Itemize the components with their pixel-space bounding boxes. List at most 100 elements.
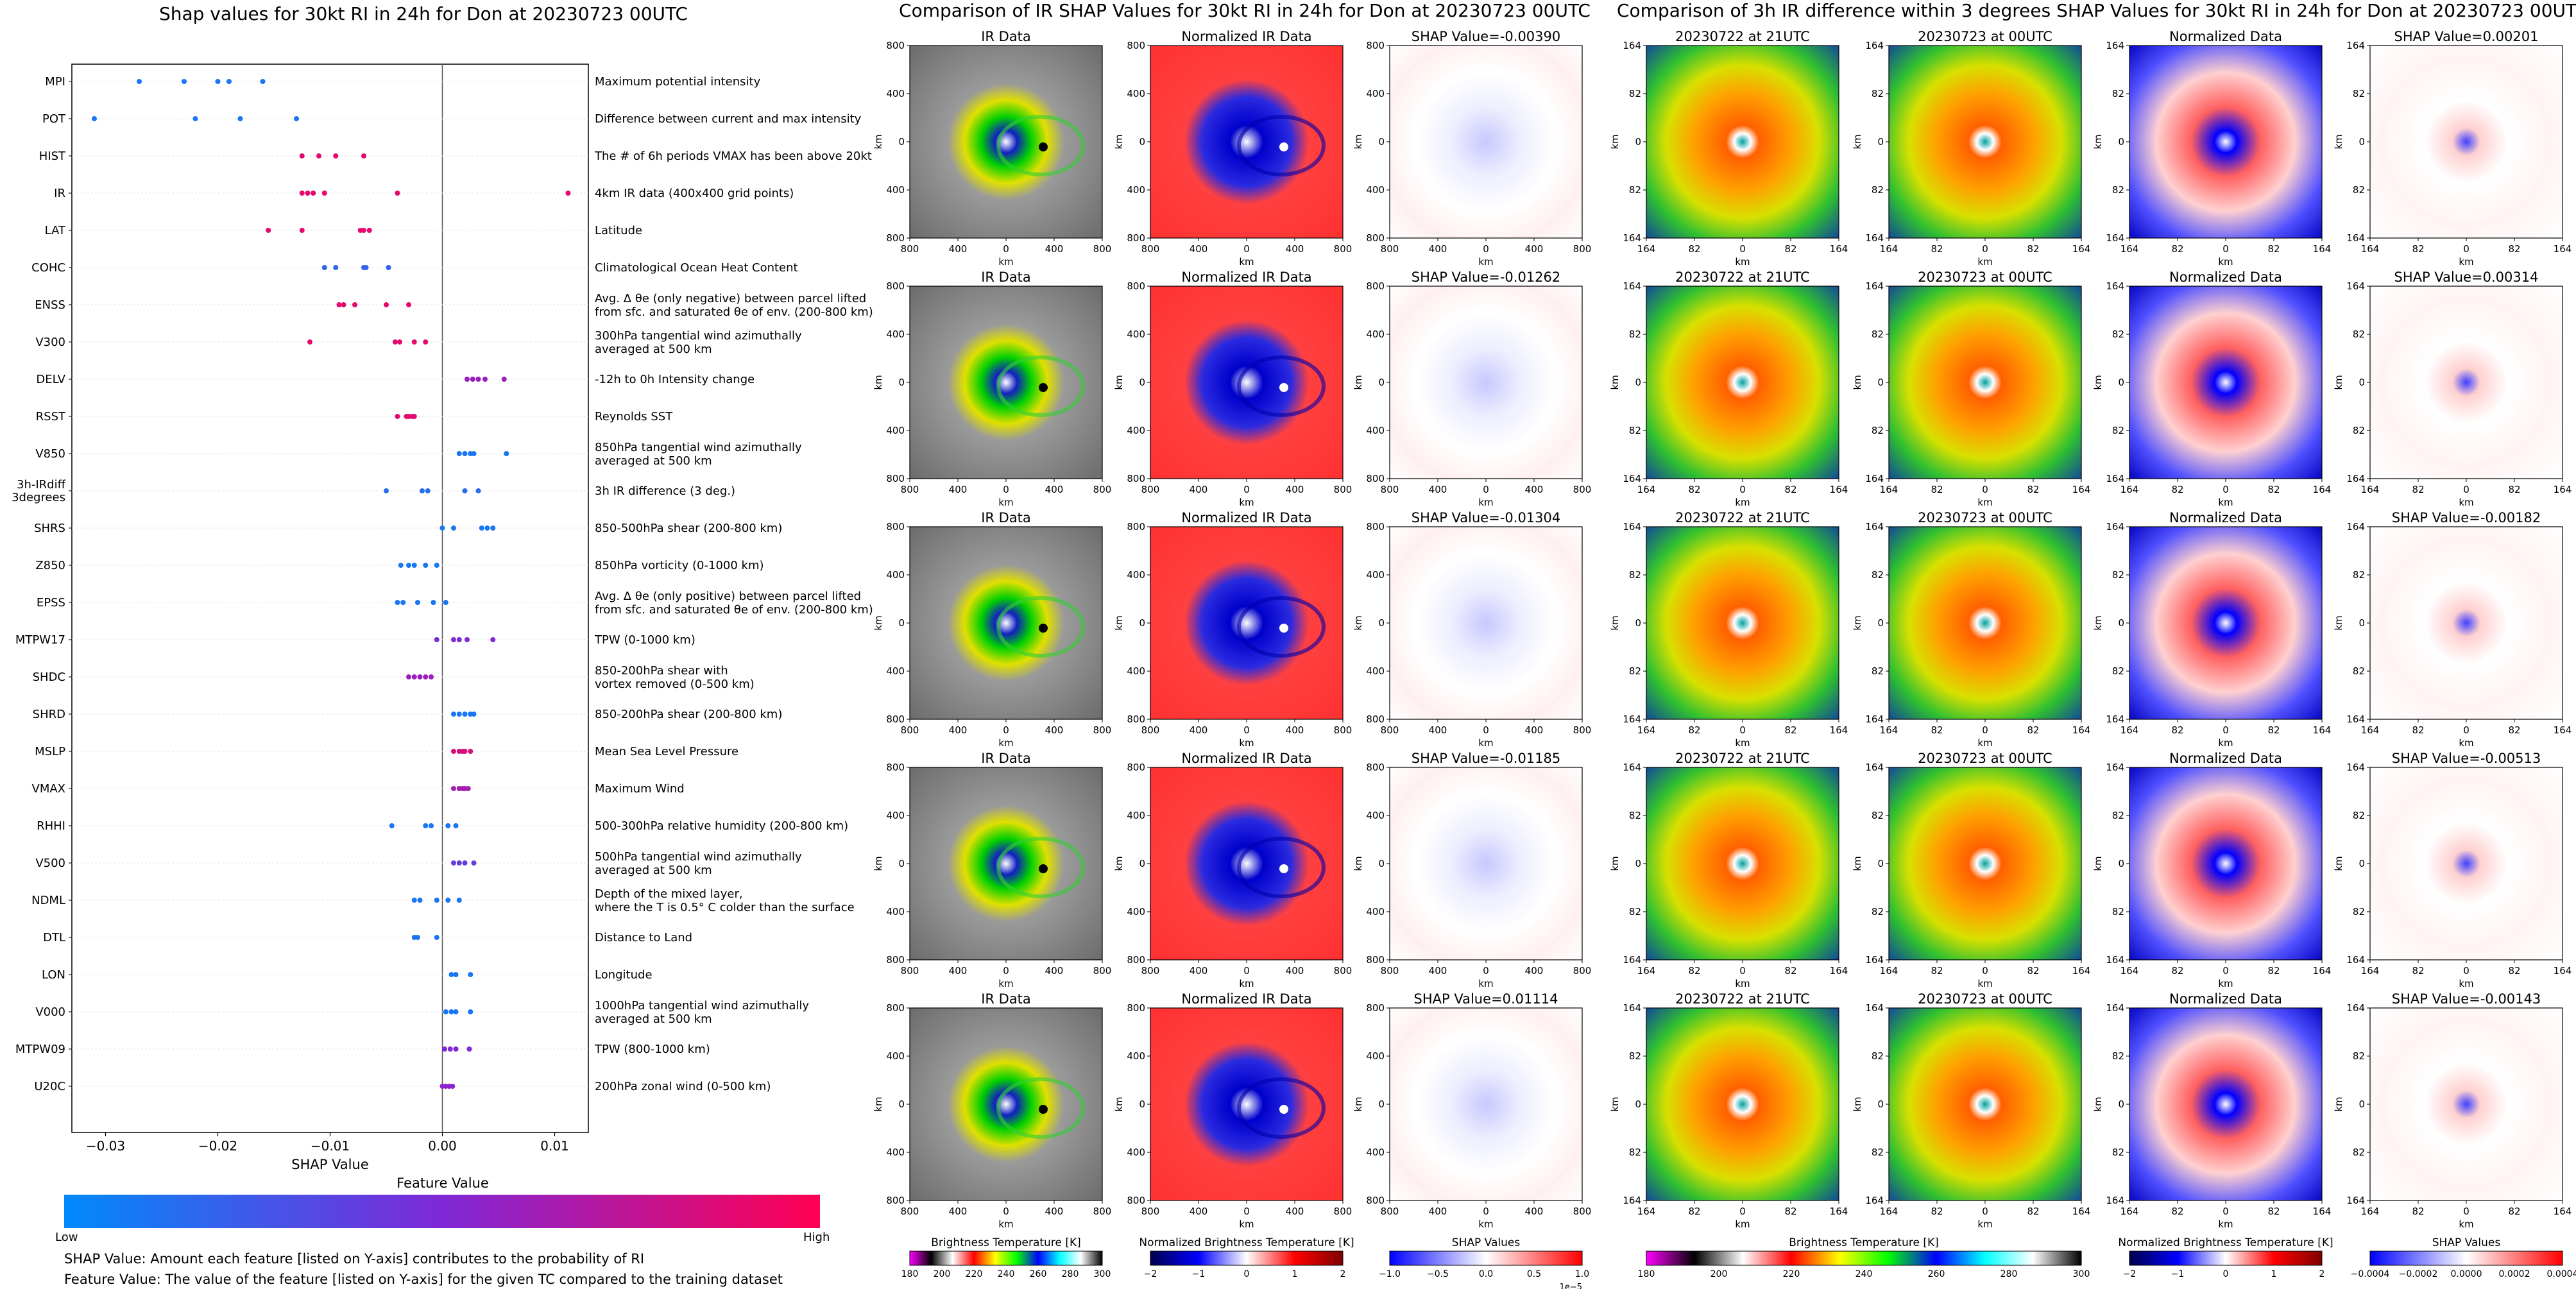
y-tick-label: 164	[2106, 1002, 2124, 1014]
y-tick-label: 800	[886, 521, 905, 533]
x-tick-label: 82	[2508, 1206, 2520, 1217]
x-tick-label: 400	[949, 724, 968, 736]
panel-image-ir	[909, 767, 1103, 960]
shap-point	[453, 1009, 459, 1014]
y-axis-label: km	[1352, 375, 1364, 389]
panel-title: 20230722 at 21UTC	[1675, 269, 1810, 285]
y-tick-label: 82	[2112, 1050, 2124, 1062]
y-tick-label: 82	[1872, 665, 1884, 677]
x-tick-label: 0	[2463, 243, 2469, 255]
x-tick-label: 164	[1830, 724, 1848, 736]
colorbar-right-bt	[1646, 1251, 2082, 1266]
x-axis-label: km	[1735, 978, 1750, 989]
colorbar-label: SHAP Values	[1452, 1236, 1521, 1249]
x-tick-label: 164	[2072, 1206, 2091, 1217]
y-tick-label: 800	[1366, 40, 1385, 51]
feature-description-label: Maximum potential intensity	[595, 75, 761, 89]
y-axis-label: km	[1609, 856, 1621, 871]
feature-description-label: Latitude	[595, 224, 642, 237]
y-tick-label: 0	[1139, 858, 1145, 869]
y-tick-label: 82	[1629, 569, 1641, 581]
y-tick-label: 800	[1127, 1002, 1145, 1014]
feature-description-label: Avg. Δ θe (only negative) between parcel…	[595, 292, 873, 319]
panel-image-zoom-shap	[2369, 526, 2563, 720]
y-tick-label: 0	[2358, 1098, 2365, 1110]
y-tick-label: 164	[2106, 473, 2124, 484]
panel-title: SHAP Value=-0.01262	[1412, 269, 1561, 285]
storm-eye	[1279, 864, 1288, 873]
shap-point	[448, 972, 454, 977]
panel-image-shap	[1389, 45, 1583, 239]
y-tick-label: 400	[1127, 1050, 1145, 1062]
x-tick-label: 400	[1525, 1206, 1544, 1217]
shap-point	[465, 637, 470, 642]
y-tick-label: 164	[1623, 521, 1641, 533]
y-tick-label: 0	[898, 617, 905, 629]
y-tick-label: 82	[2353, 1050, 2365, 1062]
y-tick-label: 400	[1366, 906, 1385, 918]
shap-point	[451, 712, 456, 717]
shap-point	[479, 525, 484, 531]
x-axis-label: km	[2459, 737, 2473, 749]
y-tick-label: 800	[886, 1002, 905, 1014]
panel-image-zoom-prev	[1646, 1007, 1839, 1201]
x-tick-label: 82	[2508, 243, 2520, 255]
feature-description-label: 500-300hPa relative humidity (200-800 km…	[595, 819, 848, 833]
x-tick-label: 164	[1880, 1206, 1898, 1217]
y-tick-label: 400	[1366, 88, 1385, 99]
shap-point	[482, 377, 488, 382]
y-tick-label: 0	[1635, 617, 1641, 629]
y-tick-label: 800	[1127, 1195, 1145, 1206]
y-tick-label: 82	[2112, 88, 2124, 99]
y-tick-label: 164	[1865, 713, 1884, 725]
x-axis-label: km	[2218, 256, 2233, 268]
y-axis-label: km	[1609, 375, 1621, 389]
feature-name-label: VMAX	[32, 782, 66, 796]
feature-description-label: 850-200hPa shear with vortex removed (0-5…	[595, 664, 755, 691]
shap-point	[192, 116, 198, 121]
y-tick-label: 164	[2106, 713, 2124, 725]
shap-point	[471, 860, 477, 866]
x-tick-label: 400	[1190, 484, 1208, 495]
colorbar-tick-label: −2	[2123, 1269, 2137, 1279]
shap-point	[434, 898, 439, 903]
panel-image-zoom-shap	[2369, 1007, 2563, 1201]
x-tick-label: 164	[2361, 243, 2380, 255]
x-tick-label: 82	[2027, 965, 2039, 977]
shap-point	[417, 898, 423, 903]
x-tick-label: 0	[1003, 1206, 1009, 1217]
x-tick-label: 800	[1141, 484, 1160, 495]
y-tick-label: 82	[1629, 665, 1641, 677]
shap-point	[420, 488, 425, 493]
panel-image-norm	[1150, 286, 1343, 479]
colorbar-high-label: High	[803, 1231, 830, 1244]
colorbar-label: Brightness Temperature [K]	[931, 1236, 1080, 1249]
x-axis-label: km	[998, 1218, 1013, 1230]
x-tick-label: 0.00	[428, 1138, 457, 1154]
shap-point	[341, 302, 346, 307]
panel-title: 20230723 at 00UTC	[1918, 510, 2052, 525]
feature-name-label: POT	[42, 112, 66, 126]
panel-title: Normalized Data	[2169, 269, 2282, 285]
colorbar-tick-label: −1	[2171, 1269, 2185, 1279]
panel-title: Normalized IR Data	[1181, 269, 1311, 285]
colorbar-tick-label: 0.0000	[2451, 1269, 2482, 1279]
panel-image-zoom-prev	[1646, 767, 1839, 960]
x-tick-label: 164	[1637, 1206, 1656, 1217]
x-axis-label: km	[1239, 1218, 1254, 1230]
y-tick-label: 164	[1623, 473, 1641, 484]
feature-name-label: SHDC	[33, 670, 65, 684]
storm-band	[1237, 837, 1326, 898]
x-tick-label: 0	[1739, 724, 1746, 736]
x-tick-label: 0	[1739, 1206, 1746, 1217]
x-tick-label: 800	[1093, 484, 1112, 495]
panel-image-zoom-curr	[1888, 45, 2082, 239]
x-axis-label: km	[998, 978, 1013, 989]
feature-name-label: Z850	[35, 559, 65, 572]
shap-point	[237, 116, 243, 121]
x-tick-label: 0	[1982, 724, 1988, 736]
panel-title: SHAP Value=0.00314	[2394, 269, 2539, 285]
x-tick-label: −0.03	[86, 1138, 125, 1154]
shap-point	[411, 674, 417, 679]
x-axis-label: km	[1977, 1218, 1992, 1230]
